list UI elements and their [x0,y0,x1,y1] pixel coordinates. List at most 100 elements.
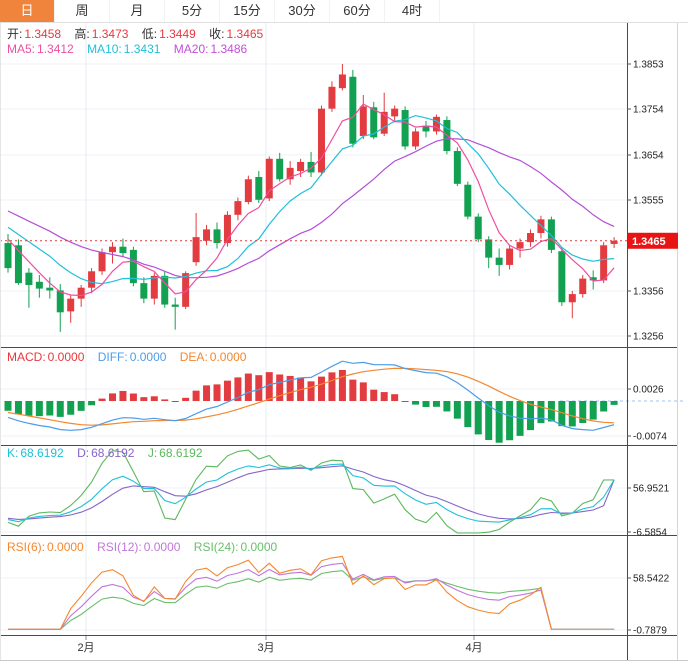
macd-bar [453,401,461,419]
candle-body [318,108,325,173]
tab-week[interactable]: 周 [55,0,110,22]
j-label: J: [147,446,158,460]
candle-body [67,298,75,312]
candle-body [527,233,534,243]
d-label: D: [77,446,90,460]
macd-bar [506,401,514,441]
candle-body [150,275,158,299]
candle-body [380,111,388,134]
kdj-header: K: 68.6192 D: 68.6192 J: 68.6192 [7,447,205,460]
macd-bar [422,401,430,407]
macd-bar [391,394,399,401]
low-value: 1.3449 [159,27,196,41]
high-value: 1.3473 [91,27,129,41]
candle-body [4,243,12,269]
macd-bar [432,401,440,407]
candle-body [422,125,430,132]
tab-4hour[interactable]: 4时 [385,0,440,22]
candle-body [506,248,514,265]
macd-bar [182,397,190,401]
macd-bar [88,401,96,406]
axis-label: 1.3853 [633,60,664,71]
k-value: 68.6192 [20,446,64,460]
candle-body [370,107,378,138]
macd-bar [485,401,493,441]
macd-bar [380,392,388,401]
macd-bar [234,377,242,401]
candle-body [255,176,263,200]
low-label: 低: [141,27,158,41]
macd-bar [276,374,284,401]
candle-body [600,245,608,281]
tab-day[interactable]: 日 [0,0,55,22]
candle-body [109,246,116,253]
macd-bar [558,401,566,427]
macd-bar [349,379,357,401]
candle-body [349,76,357,144]
macd-header: MACD: 0.0000 DIFF: 0.0000 DEA: 0.0000 [7,351,248,364]
open-value: 1.3458 [24,27,62,41]
candle-body [610,240,618,244]
ma5-value: 1.3412 [37,42,74,56]
rsi-header: RSI(6): 0.0000 RSI(12): 0.0000 RSI(24): 0.0… [7,541,279,554]
tab-15min[interactable]: 15分 [220,0,275,22]
macd-label: MACD: [7,350,46,364]
candle-body [286,167,294,180]
candle-body [589,277,597,281]
candle-body [192,237,200,263]
macd-bar [150,396,158,401]
close-value: 1.3465 [226,27,264,41]
candle-body [88,271,96,288]
axis-label: 1.3555 [633,196,664,207]
candle-body [453,151,461,184]
ma20-value: 1.3486 [210,42,248,56]
candle-body [338,74,346,89]
axis-label: -6.5854 [633,528,667,539]
macd-bar [67,401,75,415]
candle-body [14,245,22,284]
open-label: 开: [7,27,23,41]
rsi12-label: RSI(12): [97,540,142,554]
macd-bar [161,399,169,401]
x-axis-label: 4月 [465,642,482,654]
j-value: 68.6192 [159,446,203,460]
candle-body [401,110,409,147]
macd-bar [495,401,503,443]
macd-bar [213,384,221,401]
candle-body [307,161,315,173]
axis-label: -0.7879 [633,626,667,637]
macd-bar [98,398,106,401]
macd-bar [610,401,618,405]
axis-label: 1.3754 [633,105,664,116]
macd-bar [537,401,545,424]
axis-label: -0.0074 [633,432,667,443]
candle-body [568,294,576,303]
axis-label: 0.0026 [633,385,664,396]
tab-5min[interactable]: 5分 [165,0,220,22]
k-label: K: [7,446,19,460]
axis-label: 1.3256 [633,332,664,343]
macd-bar [109,393,116,401]
candle-body [579,278,587,295]
rsi6-line [8,555,615,630]
candle-body [182,273,190,307]
ma-header: MA5: 1.3412 MA10: 1.3431 MA20: 1.3486 [7,43,249,56]
candle-body [495,257,503,265]
x-axis-label: 3月 [257,642,274,654]
macd-bar [443,401,451,412]
macd-bar [203,385,211,401]
candle-body [276,158,284,180]
tab-30min[interactable]: 30分 [275,0,330,22]
tab-month[interactable]: 月 [110,0,165,22]
candle-body [432,116,440,132]
candle-body [412,131,420,147]
macd-bar [265,372,273,401]
candle-body [119,246,127,254]
candle-body [25,272,33,285]
candle-body [464,184,472,217]
macd-bar [412,401,420,405]
axis-label: 1.3356 [633,287,664,298]
macd-bar [568,401,576,427]
macd-bar [119,390,127,401]
tab-60min[interactable]: 60分 [330,0,385,22]
